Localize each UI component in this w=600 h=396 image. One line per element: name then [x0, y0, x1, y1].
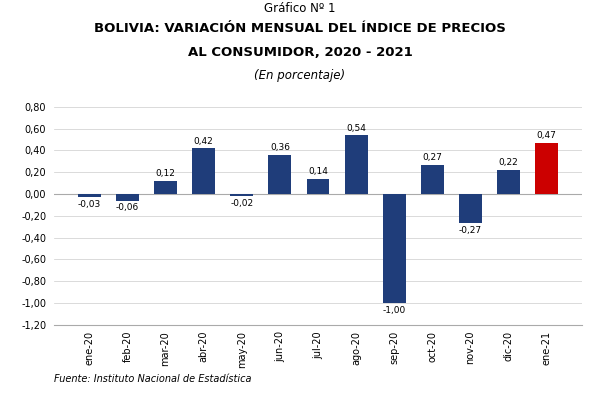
Bar — [78, 194, 101, 197]
Text: -0,27: -0,27 — [459, 226, 482, 235]
Text: -0,03: -0,03 — [78, 200, 101, 209]
Text: -1,00: -1,00 — [383, 306, 406, 315]
Text: 0,27: 0,27 — [422, 153, 442, 162]
Bar — [535, 143, 558, 194]
Bar — [383, 194, 406, 303]
Text: Fuente: Instituto Nacional de Estadística: Fuente: Instituto Nacional de Estadístic… — [54, 374, 251, 384]
Text: 0,36: 0,36 — [270, 143, 290, 152]
Text: 0,42: 0,42 — [194, 137, 214, 146]
Text: 0,47: 0,47 — [536, 131, 557, 140]
Bar — [497, 170, 520, 194]
Bar — [421, 165, 444, 194]
Bar — [116, 194, 139, 200]
Text: AL CONSUMIDOR, 2020 - 2021: AL CONSUMIDOR, 2020 - 2021 — [188, 46, 412, 59]
Bar — [154, 181, 177, 194]
Text: (En porcentaje): (En porcentaje) — [254, 69, 346, 82]
Text: 0,22: 0,22 — [499, 158, 518, 168]
Bar — [344, 135, 368, 194]
Text: -0,02: -0,02 — [230, 199, 253, 208]
Text: 0,54: 0,54 — [346, 124, 366, 133]
Text: Gráfico Nº 1: Gráfico Nº 1 — [264, 2, 336, 15]
Bar — [192, 148, 215, 194]
Text: 0,14: 0,14 — [308, 167, 328, 176]
Text: -0,06: -0,06 — [116, 203, 139, 212]
Bar — [459, 194, 482, 223]
Bar — [268, 155, 292, 194]
Bar — [230, 194, 253, 196]
Bar — [307, 179, 329, 194]
Text: BOLIVIA: VARIACIÓN MENSUAL DEL ÍNDICE DE PRECIOS: BOLIVIA: VARIACIÓN MENSUAL DEL ÍNDICE DE… — [94, 22, 506, 35]
Text: 0,12: 0,12 — [155, 169, 176, 178]
